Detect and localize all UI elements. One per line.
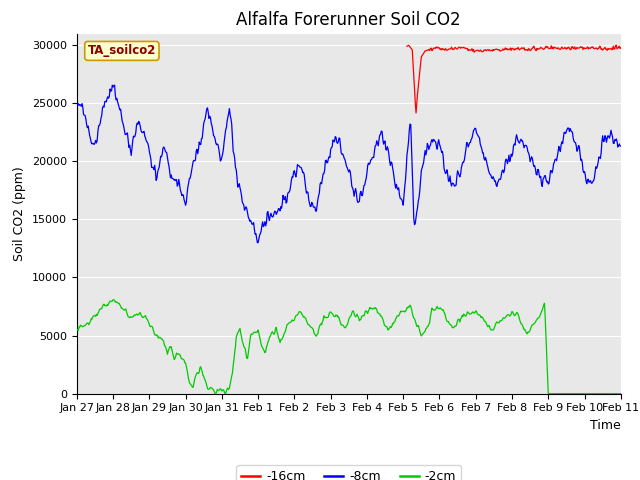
Title: Alfalfa Forerunner Soil CO2: Alfalfa Forerunner Soil CO2 bbox=[237, 11, 461, 29]
Legend: -16cm, -8cm, -2cm: -16cm, -8cm, -2cm bbox=[236, 465, 461, 480]
X-axis label: Time: Time bbox=[590, 419, 621, 432]
Y-axis label: Soil CO2 (ppm): Soil CO2 (ppm) bbox=[13, 166, 26, 261]
Text: TA_soilco2: TA_soilco2 bbox=[88, 44, 156, 58]
